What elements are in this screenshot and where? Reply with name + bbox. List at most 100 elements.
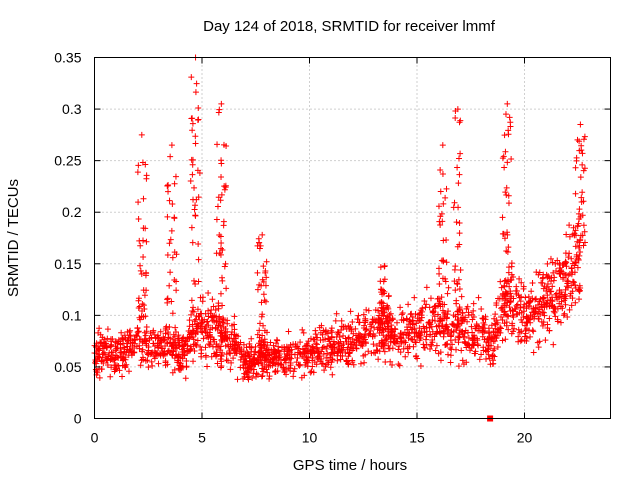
data-point — [96, 325, 103, 332]
data-point — [552, 291, 559, 298]
data-point — [314, 353, 321, 360]
data-point — [427, 295, 434, 302]
data-point — [404, 324, 411, 331]
data-point — [509, 312, 516, 319]
data-point — [443, 259, 450, 266]
data-point — [179, 342, 186, 349]
data-point — [517, 298, 524, 305]
data-point — [361, 331, 368, 338]
data-point — [491, 338, 498, 345]
data-point — [259, 372, 266, 379]
data-point — [532, 296, 539, 303]
data-point — [381, 348, 388, 355]
data-point — [498, 284, 505, 291]
data-point — [560, 312, 567, 319]
data-point — [354, 316, 361, 323]
data-point — [576, 138, 583, 145]
data-point — [218, 100, 225, 107]
data-point — [423, 324, 430, 331]
data-point — [351, 341, 358, 348]
data-point — [443, 185, 450, 192]
data-point — [238, 348, 245, 355]
data-point — [208, 306, 215, 313]
data-point — [300, 329, 307, 336]
data-point — [213, 313, 220, 320]
data-point — [380, 332, 387, 339]
data-point — [136, 345, 143, 352]
data-point — [455, 180, 462, 187]
data-point — [117, 341, 124, 348]
data-point — [290, 341, 297, 348]
data-point — [149, 362, 156, 369]
data-point — [420, 323, 427, 330]
data-point — [540, 285, 547, 292]
data-point — [345, 322, 352, 329]
data-point — [217, 347, 224, 354]
data-point — [286, 354, 293, 361]
data-point — [206, 342, 213, 349]
data-point — [234, 376, 241, 383]
data-point — [506, 114, 513, 121]
data-point — [482, 327, 489, 334]
data-point — [423, 284, 430, 291]
data-point — [445, 351, 452, 358]
data-point — [575, 244, 582, 251]
data-point — [299, 346, 306, 353]
data-point — [224, 357, 231, 364]
data-point — [469, 334, 476, 341]
data-point — [573, 251, 580, 258]
data-point — [491, 345, 498, 352]
data-point — [205, 322, 212, 329]
data-point — [195, 322, 202, 329]
data-point — [502, 148, 509, 155]
data-point — [113, 365, 120, 372]
data-point — [488, 322, 495, 329]
data-point — [209, 296, 216, 303]
data-point — [188, 311, 195, 318]
data-point — [445, 284, 452, 291]
data-point — [383, 335, 390, 342]
data-point — [117, 353, 124, 360]
data-point — [344, 346, 351, 353]
data-point — [491, 315, 498, 322]
data-point — [507, 123, 514, 130]
data-point — [377, 264, 384, 271]
data-point — [540, 294, 547, 301]
data-point — [220, 222, 227, 229]
data-point — [125, 368, 132, 375]
data-point — [95, 354, 102, 361]
data-point — [216, 318, 223, 325]
data-point — [544, 292, 551, 299]
data-point — [217, 355, 224, 362]
data-point — [475, 294, 482, 301]
data-point — [195, 313, 202, 320]
data-point — [562, 293, 569, 300]
data-point — [143, 270, 150, 277]
data-point — [470, 313, 477, 320]
data-point — [508, 155, 515, 162]
data-point — [175, 335, 182, 342]
data-point — [557, 319, 564, 326]
data-point — [145, 350, 152, 357]
data-point — [380, 312, 387, 319]
data-point — [462, 314, 469, 321]
data-point — [579, 232, 586, 239]
data-point — [444, 290, 451, 297]
data-point — [262, 357, 269, 364]
data-point — [167, 236, 174, 243]
data-point — [576, 215, 583, 222]
data-point — [372, 306, 379, 313]
data-point — [254, 286, 261, 293]
data-point — [96, 374, 103, 381]
data-point — [323, 354, 330, 361]
data-point — [378, 308, 385, 315]
data-point — [222, 182, 229, 189]
data-point — [227, 366, 234, 373]
data-point — [349, 318, 356, 325]
data-point — [345, 335, 352, 342]
data-point — [137, 362, 144, 369]
data-point — [228, 359, 235, 366]
data-point — [507, 277, 514, 284]
data-point — [215, 303, 222, 310]
data-point — [256, 334, 263, 341]
